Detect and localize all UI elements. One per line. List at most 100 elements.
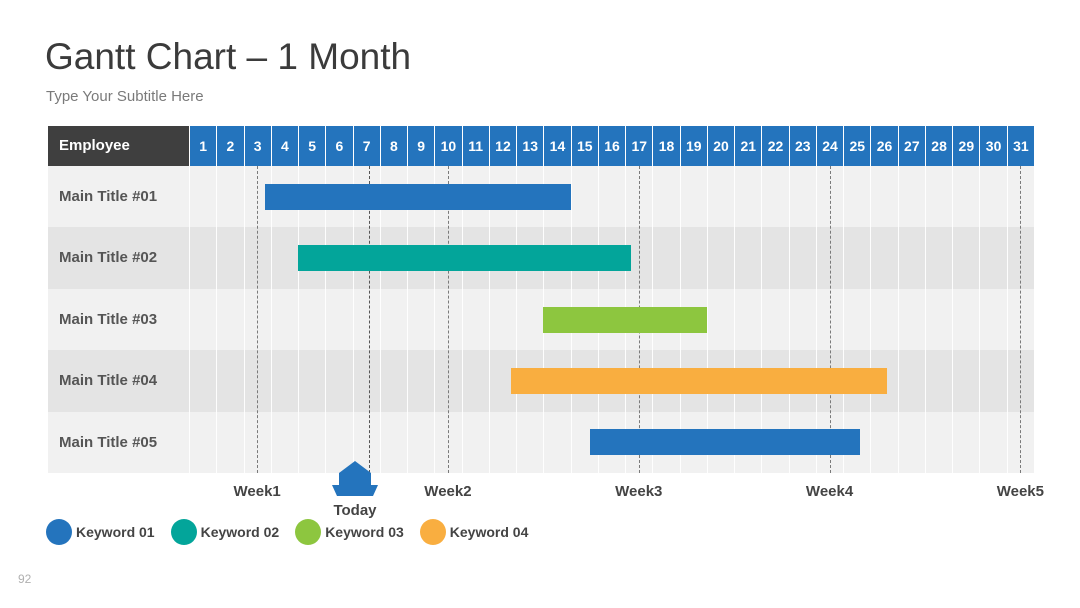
day-header-cell: 15: [570, 126, 598, 166]
page-title: Gantt Chart – 1 Month: [45, 36, 412, 77]
task-bar[interactable]: [265, 183, 571, 210]
employee-header: Employee: [48, 126, 189, 166]
day-header-cell: 3: [243, 126, 271, 166]
legend-swatch: [419, 519, 446, 545]
day-header-cell: 17: [625, 126, 653, 166]
day-header-cell: 2: [216, 126, 244, 166]
task-bar[interactable]: [510, 367, 887, 394]
week-divider: [829, 166, 831, 473]
row-label: Main Title #02: [59, 249, 158, 267]
day-header-cell: 1: [189, 126, 217, 166]
day-header-cell: 13: [516, 126, 544, 166]
day-header-cell: 6: [325, 126, 353, 166]
grid-line: [325, 166, 327, 473]
row-label: Main Title #01: [59, 188, 158, 205]
grid-line: [1006, 166, 1008, 473]
legend-item: Keyword 01: [46, 519, 155, 545]
gantt-header-row: Employee 1 2 3 4 5 6 7 8 9 10 11 12 13 14 15 16 17 18 19 20…: [48, 126, 1034, 166]
grid-line: [216, 166, 218, 473]
day-header-cell: 11: [461, 126, 489, 166]
day-header-cell: 29: [952, 126, 980, 166]
row-label: Main Title #03: [59, 310, 158, 328]
grid-line: [761, 166, 763, 473]
day-header-cell: 27: [897, 126, 925, 166]
week-label: Week4: [805, 483, 854, 500]
page-subtitle: Type Your Subtitle Here: [46, 88, 204, 105]
legend-label: Keyword 02: [200, 524, 280, 540]
legend-label: Keyword 01: [76, 524, 155, 540]
day-header-cell: 4: [270, 126, 299, 166]
task-bar[interactable]: [543, 306, 707, 333]
task-bar[interactable]: [298, 245, 631, 272]
day-header-cell: 8: [379, 126, 408, 166]
day-header-cell: 31: [1006, 126, 1034, 166]
week-label: Week3: [615, 483, 663, 500]
grid-line: [516, 166, 518, 473]
grid-line: [352, 166, 354, 473]
gantt-row: Main Title #05: [48, 411, 1034, 473]
grid-line: [843, 166, 845, 473]
grid-line: [870, 166, 872, 473]
grid-line: [461, 166, 463, 473]
day-header-cell: 28: [924, 126, 953, 166]
grid-line: [706, 166, 708, 473]
gantt-row: Main Title #03: [48, 288, 1034, 351]
today-line: [368, 166, 370, 473]
page-number: 92: [18, 572, 32, 586]
today-marker-icon: [330, 461, 380, 497]
grid-line: [243, 166, 245, 473]
grid-line: [434, 166, 436, 473]
day-header-cell: 30: [979, 126, 1007, 166]
grid-line: [270, 166, 272, 473]
legend-swatch: [295, 519, 322, 545]
day-header-cell: 7: [352, 126, 380, 166]
grid-line: [979, 166, 981, 473]
grid-line: [488, 166, 490, 473]
legend-label: Keyword 04: [449, 524, 529, 540]
legend-swatch: [46, 519, 72, 545]
day-header-cell: 26: [870, 126, 898, 166]
day-header-cell: 14: [543, 126, 571, 166]
grid-line: [734, 166, 736, 473]
grid-line: [924, 166, 926, 473]
day-header-cell: 23: [788, 126, 816, 166]
day-header-cell: 16: [597, 126, 626, 166]
day-header-cell: 19: [679, 126, 707, 166]
legend-item: Keyword 04: [419, 519, 529, 545]
legend-swatch: [170, 519, 197, 545]
day-header-cell: 24: [815, 126, 844, 166]
legend-item: Keyword 03: [295, 519, 404, 545]
grid-line: [298, 166, 300, 473]
grid-line: [1034, 166, 1035, 473]
day-header-cell: 21: [734, 126, 762, 166]
row-label: Main Title #05: [59, 433, 158, 451]
week-label: Week2: [424, 483, 472, 500]
day-header-cell: 10: [434, 126, 462, 166]
day-header-cell: 25: [843, 126, 871, 166]
grid-line: [952, 166, 954, 473]
task-bar[interactable]: [589, 429, 860, 456]
today-label: Today: [333, 502, 377, 519]
week-divider: [447, 166, 449, 473]
legend-item: Keyword 02: [170, 519, 280, 545]
day-header-cell: 5: [298, 126, 326, 166]
week-divider: [1020, 166, 1022, 473]
grid-line: [379, 166, 381, 473]
legend: Keyword 01 Keyword 02 Keyword 03 Keyword 04: [46, 518, 544, 546]
gantt-chart: Employee 1 2 3 4 5 6 7 8 9 10 11 12 13 14 15 16 17 18 19 20…: [48, 126, 1035, 473]
grid-line: [815, 166, 817, 473]
legend-label: Keyword 03: [325, 524, 404, 540]
row-label: Main Title #04: [59, 372, 158, 390]
week-label: Week1: [233, 483, 281, 500]
week-label: Week5: [996, 483, 1044, 500]
day-header-cell: 22: [761, 126, 789, 166]
grid-line: [407, 166, 409, 473]
grid-line: [189, 166, 190, 473]
grid-line: [897, 166, 899, 473]
grid-line: [788, 166, 790, 473]
day-header-cell: 18: [652, 126, 680, 166]
day-header-cell: 9: [407, 126, 435, 166]
day-header-cell: 20: [706, 126, 735, 166]
day-header-cell: 12: [488, 126, 517, 166]
week-divider: [257, 166, 259, 473]
